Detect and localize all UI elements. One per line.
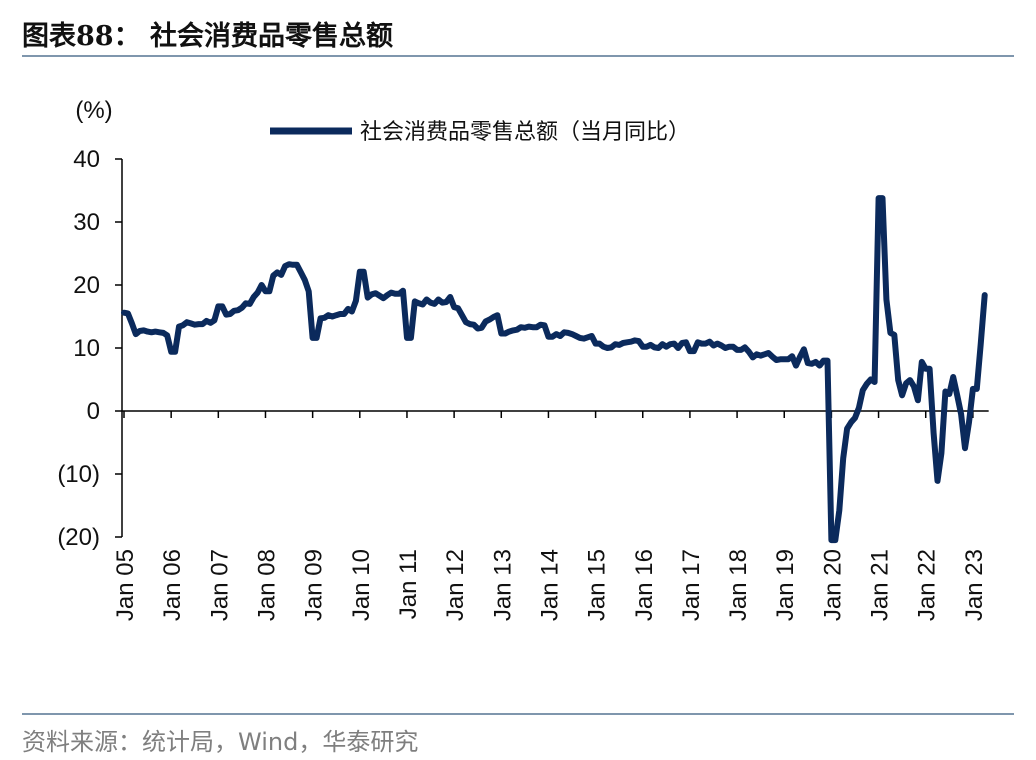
y-tick-label: 0 bbox=[87, 398, 100, 425]
y-tick-label: 40 bbox=[73, 146, 100, 173]
y-axis-label: (%) bbox=[75, 97, 112, 124]
x-tick-label: Jan 16 bbox=[631, 549, 658, 621]
x-tick-label: Jan 23 bbox=[961, 549, 988, 621]
x-tick-label: Jan 12 bbox=[442, 549, 469, 621]
x-tick-label: Jan 13 bbox=[489, 549, 516, 621]
y-tick-label: 10 bbox=[73, 335, 100, 362]
x-tick-label: Jan 20 bbox=[819, 549, 846, 621]
x-tick-label: Jan 09 bbox=[301, 549, 328, 621]
x-tick-label: Jan 10 bbox=[348, 549, 375, 621]
title-divider bbox=[22, 55, 1014, 57]
y-tick-label: 30 bbox=[73, 209, 100, 236]
x-tick-label: Jan 18 bbox=[725, 549, 752, 621]
x-tick-label: Jan 21 bbox=[867, 549, 894, 621]
x-tick-label: Jan 22 bbox=[914, 549, 941, 621]
y-tick-label: (20) bbox=[57, 524, 100, 551]
x-tick-label: Jan 06 bbox=[159, 549, 186, 621]
x-tick-label: Jan 05 bbox=[112, 549, 139, 621]
x-tick-label: Jan 08 bbox=[253, 549, 280, 621]
y-tick-label: 20 bbox=[73, 272, 100, 299]
x-tick-label: Jan 15 bbox=[584, 549, 611, 621]
x-axis-ticks: Jan 05 Jan 06 Jan 07 Jan 08 Jan 09 Jan 10 Jan … bbox=[112, 411, 988, 621]
x-tick-label: Jan 11 bbox=[395, 549, 422, 619]
x-tick-label: Jan 17 bbox=[678, 549, 705, 621]
x-tick-label: Jan 19 bbox=[772, 549, 799, 621]
chart-title: 图表88： 社会消费品零售总额 bbox=[22, 21, 393, 52]
x-tick-label: Jan 07 bbox=[206, 549, 233, 621]
y-axis-ticks: 40 30 20 10 0 (10) (20) bbox=[57, 146, 122, 551]
y-tick-label: (10) bbox=[57, 461, 100, 488]
footer-divider bbox=[22, 713, 1014, 715]
x-tick-label: Jan 14 bbox=[536, 549, 563, 621]
series-line-retail-sales-yoy bbox=[121, 195, 988, 544]
source-note: 资料来源：统计局，Wind，华泰研究 bbox=[22, 728, 419, 756]
legend-label: 社会消费品零售总额（当月同比） bbox=[360, 120, 690, 145]
chart-canvas: (%) 社会消费品零售总额（当月同比） 40 30 20 10 0 (10) (20) Ja… bbox=[57, 97, 989, 621]
